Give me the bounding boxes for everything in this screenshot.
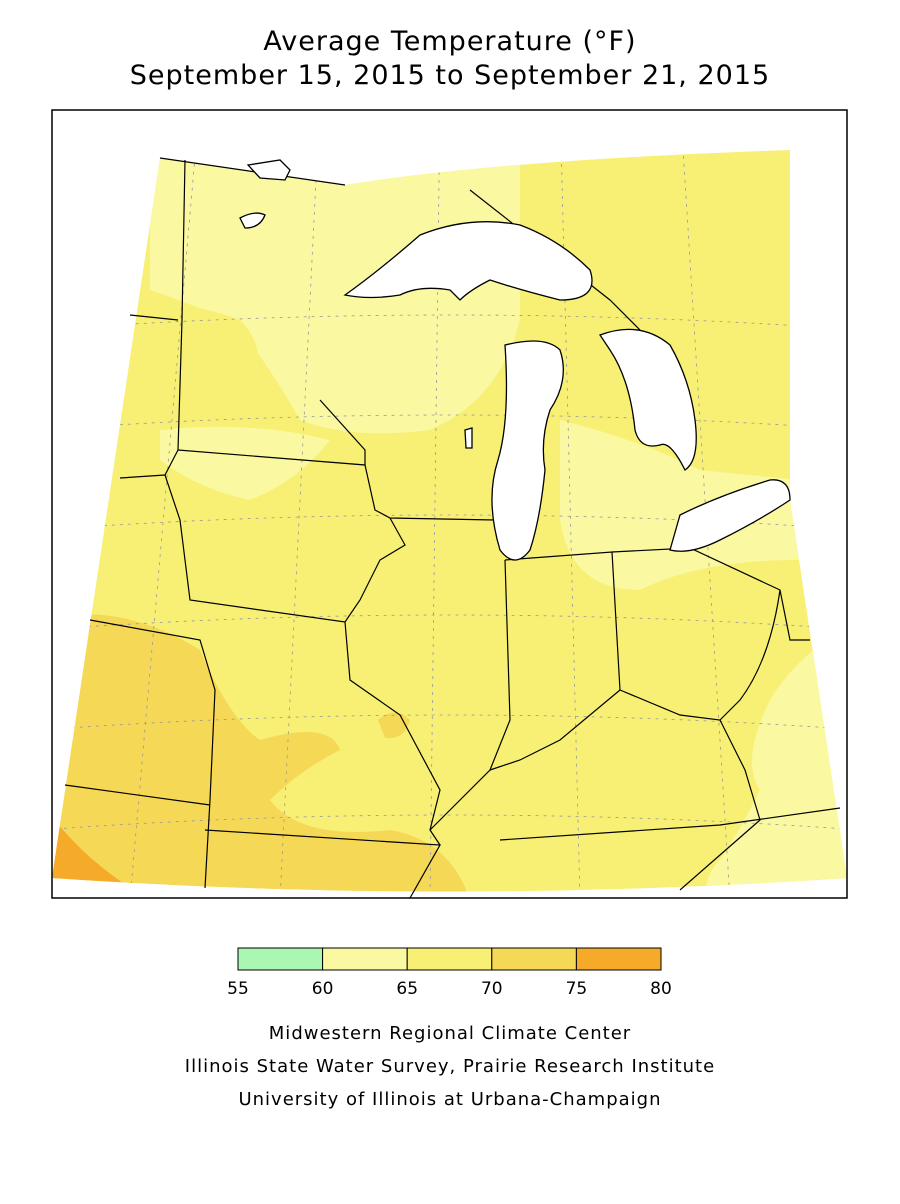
title: Average Temperature (°F): [263, 26, 636, 57]
legend-swatch: [406, 947, 493, 971]
lakes: [239, 159, 791, 561]
legend-swatch: [322, 947, 408, 971]
zone: [52, 614, 470, 892]
legend-tick-label: 65: [396, 979, 418, 999]
zone: [160, 426, 330, 500]
zone: [150, 150, 520, 434]
map-frame: [51, 109, 848, 899]
legend-tick-label: 60: [312, 979, 334, 999]
subtitle: September 15, 2015 to September 21, 2015: [130, 60, 770, 91]
legend: 55 60 65 70 75 80: [227, 947, 672, 999]
credit: University of Illinois at Urbana-Champai…: [238, 1089, 661, 1110]
legend-tick-label: 80: [650, 979, 672, 999]
legend-swatch: [237, 947, 324, 971]
zone: [52, 800, 150, 892]
zone: [150, 300, 258, 404]
legend-swatch: [491, 947, 577, 971]
legend-tick-label: 70: [481, 979, 503, 999]
credit: Illinois State Water Survey, Prairie Res…: [185, 1056, 715, 1077]
zone: [560, 420, 800, 590]
graticule: [52, 150, 847, 892]
credit: Midwestern Regional Climate Center: [269, 1023, 631, 1044]
legend-tick-label: 75: [566, 979, 588, 999]
state-borders: [64, 157, 841, 899]
legend-swatch: [575, 947, 662, 971]
legend-tick-label: 55: [227, 979, 249, 999]
